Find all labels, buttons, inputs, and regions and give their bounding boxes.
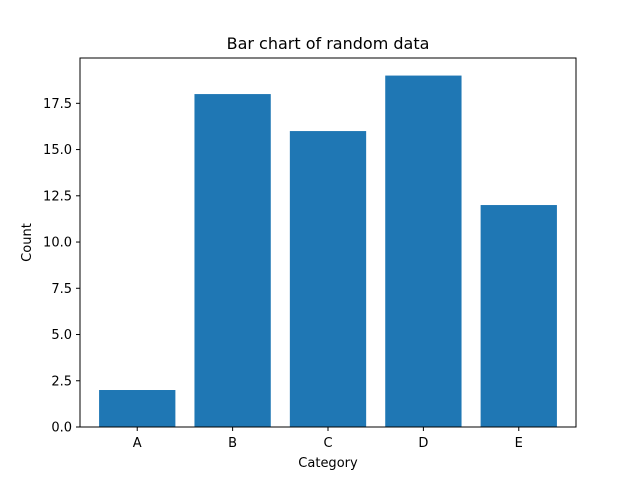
x-axis-ticks: A B C D E [133, 427, 523, 451]
x-tick-label: C [323, 436, 332, 451]
y-tick-label: 12.5 [43, 189, 72, 204]
bar-D [385, 75, 462, 428]
y-tick-label: 5.0 [51, 328, 72, 343]
y-tick-label: 10.0 [43, 236, 72, 251]
y-tick-label: 0.0 [51, 421, 72, 436]
bars-layer [99, 75, 557, 428]
axes-frame [79, 57, 577, 428]
x-tick-label: B [228, 436, 237, 451]
x-tick-label: A [133, 436, 142, 451]
y-axis-ticks: 0.0 2.5 5.0 7.5 10.0 12.5 15.0 17.5 [43, 97, 80, 436]
bar-C [289, 131, 367, 427]
x-tick-label: E [515, 436, 523, 451]
chart-title: Bar chart of random data [227, 34, 430, 53]
y-tick-label: 15.0 [43, 143, 72, 158]
y-tick-label: 2.5 [51, 374, 72, 389]
bar-E [480, 205, 557, 427]
y-tick-label: 7.5 [51, 282, 72, 297]
x-axis-title: Category [298, 456, 358, 471]
bar-A [99, 390, 176, 427]
y-tick-label: 17.5 [43, 97, 72, 112]
y-axis-title: Count [20, 223, 35, 262]
bar-B [194, 94, 271, 427]
x-tick-label: D [418, 436, 428, 451]
